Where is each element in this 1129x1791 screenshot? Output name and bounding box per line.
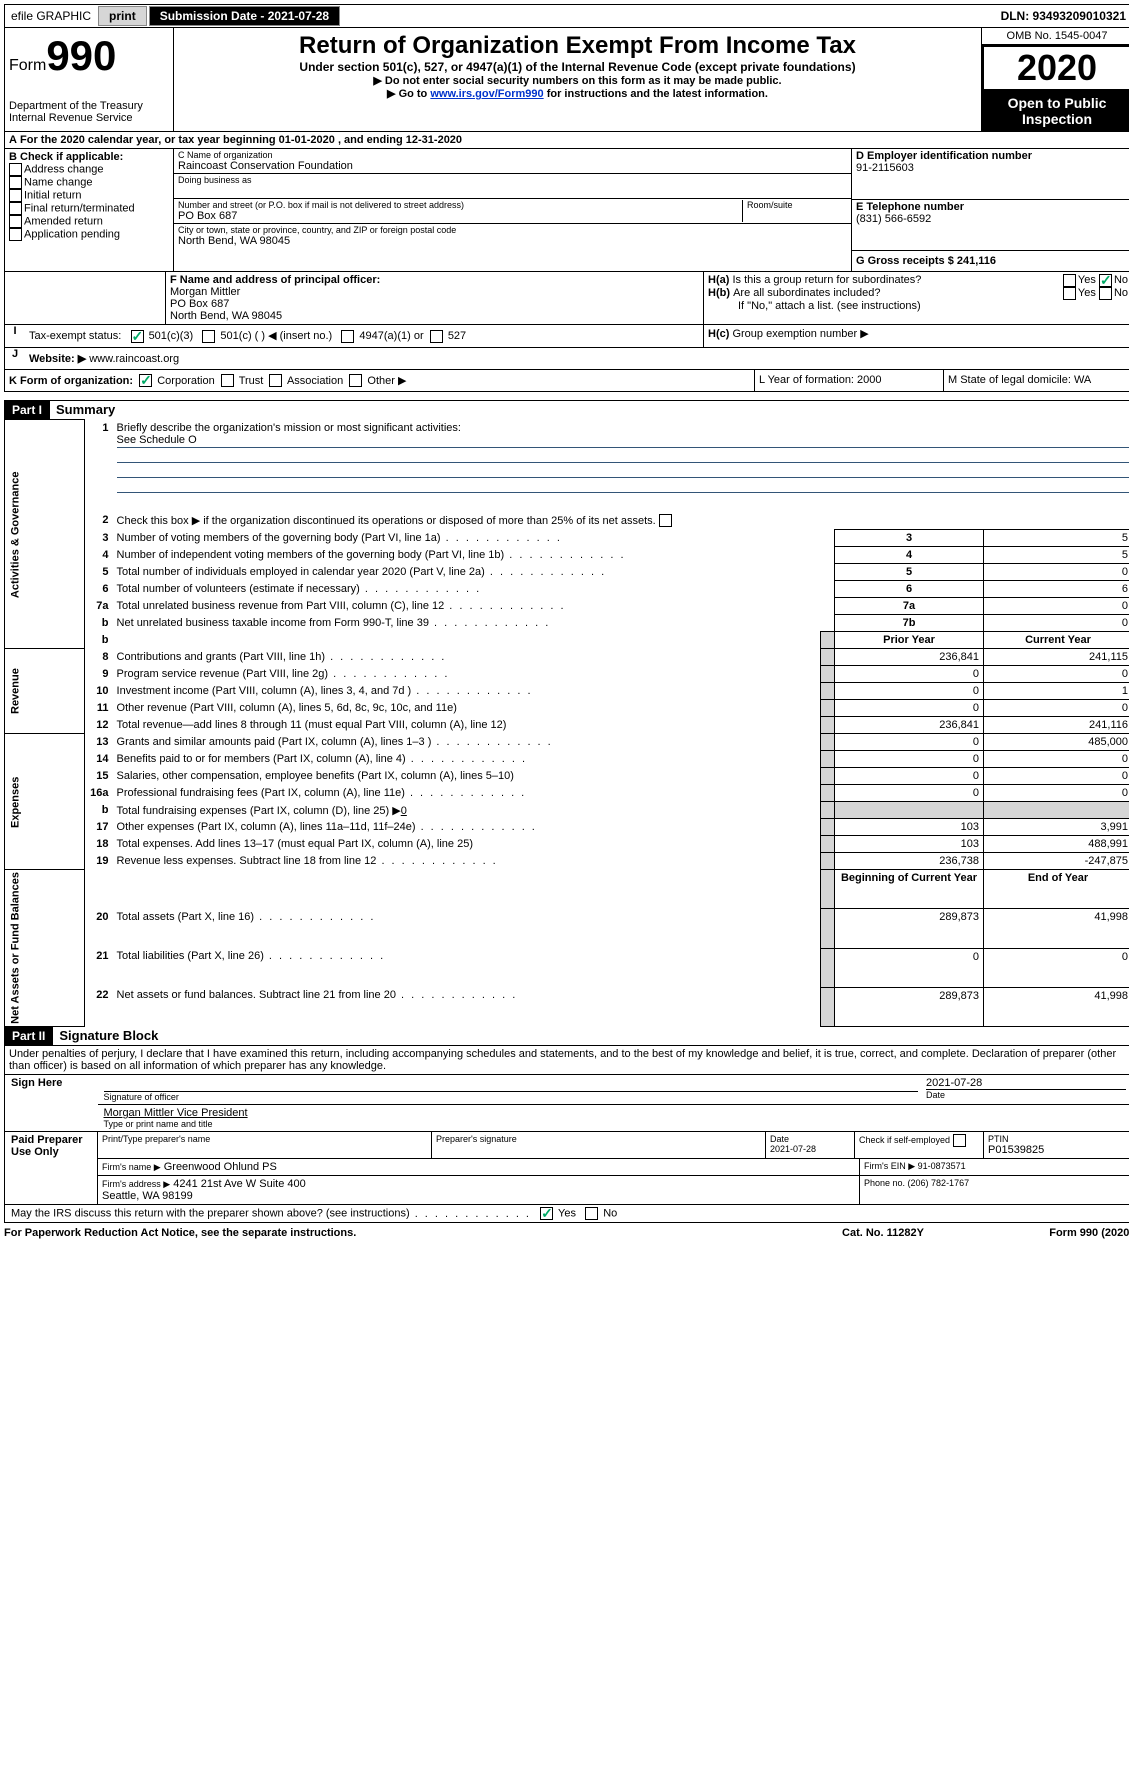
officer-sig-name: Morgan Mittler Vice President xyxy=(104,1107,1127,1119)
vlabel-rev: Revenue xyxy=(5,649,85,734)
chk-other[interactable] xyxy=(349,374,362,387)
chk-corp[interactable] xyxy=(139,374,152,387)
chk-trust[interactable] xyxy=(221,374,234,387)
chk-ha-yes[interactable] xyxy=(1063,274,1076,287)
chk-501c[interactable] xyxy=(202,330,215,343)
print-button[interactable]: print xyxy=(98,6,147,26)
section-bg: B Check if applicable: Address change Na… xyxy=(4,149,1129,272)
chk-4947[interactable] xyxy=(341,330,354,343)
note-goto: Go to www.irs.gov/Form990 for instructio… xyxy=(178,87,977,100)
perjury-declaration: Under penalties of perjury, I declare th… xyxy=(4,1045,1129,1074)
part1-header: Part ISummary xyxy=(4,400,1129,419)
chk-discontinued[interactable] xyxy=(659,514,672,527)
part2-header: Part IISignature Block xyxy=(4,1027,1129,1045)
chk-hb-no[interactable] xyxy=(1099,287,1112,300)
state-domicile: M State of legal domicile: WA xyxy=(943,370,1129,392)
chk-initial-return[interactable] xyxy=(9,189,22,202)
vlabel-na: Net Assets or Fund Balances xyxy=(5,870,85,1027)
note-ssn: Do not enter social security numbers on … xyxy=(178,74,977,87)
form-footer: Form 990 (2020) xyxy=(983,1227,1129,1239)
cat-no: Cat. No. 11282Y xyxy=(783,1227,983,1239)
chk-discuss-no[interactable] xyxy=(585,1207,598,1220)
website: www.raincoast.org xyxy=(89,353,179,365)
chk-501c3[interactable] xyxy=(131,330,144,343)
sub-title: Under section 501(c), 527, or 4947(a)(1)… xyxy=(178,60,977,74)
chk-final-return[interactable] xyxy=(9,202,22,215)
preparer-date: 2021-07-28 xyxy=(770,1144,850,1154)
org-name: Raincoast Conservation Foundation xyxy=(178,160,847,172)
chk-assoc[interactable] xyxy=(269,374,282,387)
org-city: North Bend, WA 98045 xyxy=(178,235,847,247)
summary-table: Activities & Governance 1 Briefly descri… xyxy=(4,419,1129,1027)
firm-phone: Phone no. (206) 782-1767 xyxy=(859,1176,1129,1204)
line-3: 3Number of voting members of the governi… xyxy=(5,530,1129,547)
sig-date: 2021-07-28 xyxy=(926,1077,1126,1089)
chk-self-employed[interactable] xyxy=(953,1134,966,1147)
sign-here-label: Sign Here xyxy=(5,1075,98,1132)
main-title: Return of Organization Exempt From Incom… xyxy=(178,32,977,60)
row-a: A For the 2020 calendar year, or tax yea… xyxy=(4,132,1129,149)
col-b: B Check if applicable: Address change Na… xyxy=(5,149,174,271)
ein: 91-2115603 xyxy=(856,162,1128,174)
org-address: PO Box 687 xyxy=(178,210,742,222)
chk-amended-return[interactable] xyxy=(9,215,22,228)
chk-discuss-yes[interactable] xyxy=(540,1207,553,1220)
paid-preparer-label: Paid Preparer Use Only xyxy=(5,1132,98,1205)
footer: For Paperwork Reduction Act Notice, see … xyxy=(4,1223,1129,1239)
officer-addr2: North Bend, WA 98045 xyxy=(170,310,699,322)
col-c: C Name of organization Raincoast Conserv… xyxy=(174,149,851,271)
open-inspection: Open to Public Inspection xyxy=(982,91,1129,131)
year-formation: L Year of formation: 2000 xyxy=(754,370,943,392)
col-deg: D Employer identification number 91-2115… xyxy=(851,149,1129,271)
line-7a: 7aTotal unrelated business revenue from … xyxy=(5,598,1129,615)
form-header: Form990 Department of the Treasury Inter… xyxy=(4,28,1129,132)
top-bar: efile GRAPHIC print Submission Date - 20… xyxy=(4,4,1129,28)
tax-year: 2020 xyxy=(982,45,1129,91)
mission-text: See Schedule O xyxy=(117,434,197,446)
ptin: P01539825 xyxy=(988,1144,1128,1156)
chk-name-change[interactable] xyxy=(9,176,22,189)
irs-link[interactable]: www.irs.gov/Form990 xyxy=(430,88,543,100)
line-5: 5Total number of individuals employed in… xyxy=(5,564,1129,581)
gross-receipts: G Gross receipts $ 241,116 xyxy=(852,251,1129,271)
officer-addr1: PO Box 687 xyxy=(170,298,699,310)
phone: (831) 566-6592 xyxy=(856,213,1128,225)
form-number: Form990 xyxy=(9,32,169,80)
chk-application-pending[interactable] xyxy=(9,228,22,241)
section-fh: F Name and address of principal officer:… xyxy=(4,272,1129,325)
line-4: 4Number of independent voting members of… xyxy=(5,547,1129,564)
chk-527[interactable] xyxy=(430,330,443,343)
firm-ein: Firm's EIN ▶ 91-0873571 xyxy=(859,1159,1129,1175)
omb-number: OMB No. 1545-0047 xyxy=(982,28,1129,45)
line-7b: bNet unrelated business taxable income f… xyxy=(5,615,1129,632)
dln: DLN: 93493209010321 xyxy=(995,7,1129,25)
chk-hb-yes[interactable] xyxy=(1063,287,1076,300)
line-6: 6Total number of volunteers (estimate if… xyxy=(5,581,1129,598)
row-klm: K Form of organization: Corporation Trus… xyxy=(4,370,1129,393)
chk-address-change[interactable] xyxy=(9,163,22,176)
dept-label: Department of the Treasury Internal Reve… xyxy=(9,100,169,124)
vlabel-exp: Expenses xyxy=(5,734,85,870)
firm-name: Greenwood Ohlund PS xyxy=(164,1161,277,1173)
officer-name: Morgan Mittler xyxy=(170,286,699,298)
efile-label: efile GRAPHIC xyxy=(5,7,97,25)
vlabel-ag: Activities & Governance xyxy=(5,420,85,649)
row-i: I Tax-exempt status: 501(c)(3) 501(c) ( … xyxy=(4,325,1129,348)
submission-date: Submission Date - 2021-07-28 xyxy=(149,6,340,26)
row-j: J Website: ▶ www.raincoast.org xyxy=(4,348,1129,370)
chk-ha-no[interactable] xyxy=(1099,274,1112,287)
signature-table: Sign Here Signature of officer 2021-07-2… xyxy=(4,1074,1129,1223)
